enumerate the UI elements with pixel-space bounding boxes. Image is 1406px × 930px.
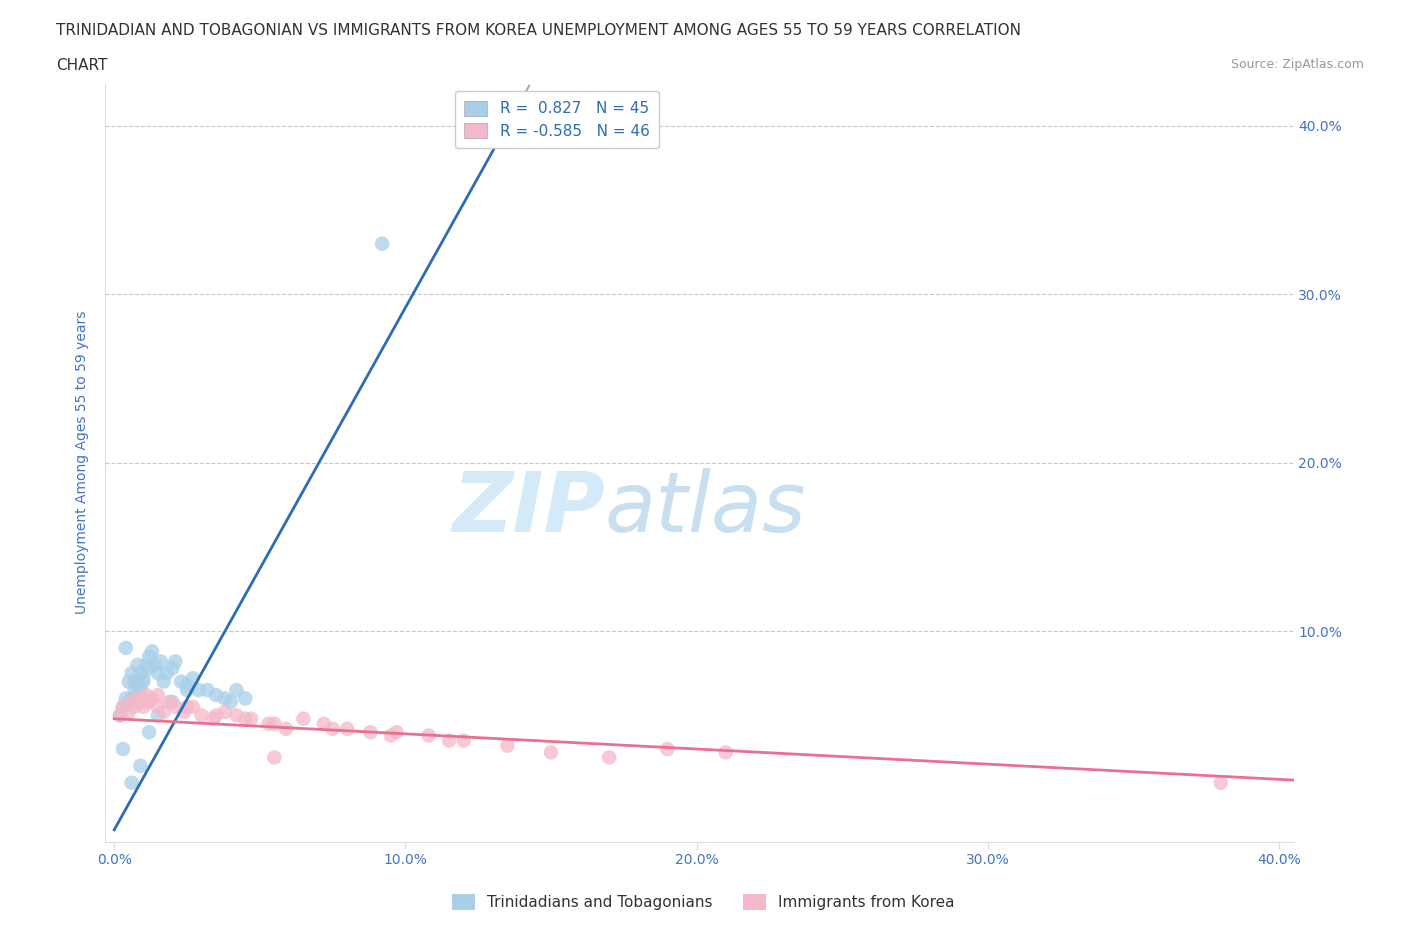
Point [108, 708, 131, 723]
Point [146, 708, 169, 723]
Point [257, 716, 280, 731]
Text: Source: ZipAtlas.com: Source: ZipAtlas.com [1230, 58, 1364, 71]
Point [129, 683, 152, 698]
Point [219, 695, 242, 710]
Point [240, 711, 263, 726]
Point [233, 691, 256, 706]
Point [138, 649, 160, 664]
Point [129, 695, 152, 710]
Point [263, 750, 285, 764]
Legend: R =  0.827   N = 45, R = -0.585   N = 46: R = 0.827 N = 45, R = -0.585 N = 46 [456, 91, 658, 148]
Point [127, 678, 149, 693]
Point [108, 708, 131, 723]
Point [141, 644, 163, 658]
Point [214, 691, 236, 706]
Point [202, 711, 225, 726]
Point [132, 671, 155, 685]
Point [263, 716, 285, 731]
Point [124, 674, 146, 689]
Point [181, 699, 204, 714]
Text: TRINIDADIAN AND TOBAGONIAN VS IMMIGRANTS FROM KOREA UNEMPLOYMENT AMONG AGES 55 T: TRINIDADIAN AND TOBAGONIAN VS IMMIGRANTS… [56, 23, 1021, 38]
Point [181, 671, 204, 685]
Point [114, 691, 136, 706]
Point [138, 724, 160, 739]
Point [135, 687, 157, 702]
Point [146, 666, 169, 681]
Point [205, 687, 228, 702]
Y-axis label: Unemployment Among Ages 55 to 59 years: Unemployment Among Ages 55 to 59 years [76, 311, 90, 615]
Point [141, 691, 163, 706]
Point [121, 695, 143, 710]
Point [118, 705, 141, 720]
Point [152, 674, 174, 689]
Point [129, 666, 152, 681]
Point [132, 699, 155, 714]
Point [598, 750, 620, 764]
Point [143, 658, 166, 672]
Point [437, 733, 460, 748]
Point [205, 708, 228, 723]
Text: ZIP: ZIP [451, 468, 605, 549]
Point [138, 695, 160, 710]
Point [162, 695, 184, 710]
Point [657, 741, 679, 756]
Point [292, 711, 315, 726]
Point [195, 683, 218, 698]
Text: atlas: atlas [605, 468, 806, 549]
Point [540, 745, 562, 760]
Point [453, 733, 475, 748]
Point [170, 674, 193, 689]
Point [176, 699, 198, 714]
Point [118, 674, 141, 689]
Point [714, 745, 737, 760]
Point [159, 695, 181, 710]
Point [385, 724, 408, 739]
Point [359, 724, 381, 739]
Point [121, 776, 143, 790]
Point [129, 759, 152, 774]
Point [165, 699, 187, 714]
Point [127, 691, 149, 706]
Point [336, 722, 359, 737]
Point [1209, 776, 1232, 790]
Point [124, 683, 146, 698]
Point [121, 691, 143, 706]
Point [162, 660, 184, 675]
Point [132, 674, 155, 689]
Point [114, 641, 136, 656]
Point [233, 711, 256, 726]
Point [146, 699, 169, 714]
Point [176, 683, 198, 698]
Point [214, 705, 236, 720]
Text: CHART: CHART [56, 58, 108, 73]
Point [190, 708, 212, 723]
Point [121, 666, 143, 681]
Point [111, 699, 134, 714]
Point [418, 728, 440, 743]
Point [165, 654, 187, 669]
Point [371, 236, 394, 251]
Point [155, 666, 177, 681]
Point [118, 695, 141, 710]
Point [176, 678, 198, 693]
Point [187, 683, 209, 698]
Point [225, 683, 247, 698]
Point [152, 705, 174, 720]
Point [496, 738, 519, 753]
Point [111, 741, 134, 756]
Point [312, 716, 335, 731]
Point [111, 699, 134, 714]
Point [274, 722, 297, 737]
Point [322, 722, 344, 737]
Legend: Trinidadians and Tobagonians, Immigrants from Korea: Trinidadians and Tobagonians, Immigrants… [444, 886, 962, 918]
Point [127, 658, 149, 672]
Point [380, 728, 402, 743]
Point [135, 658, 157, 672]
Point [173, 705, 195, 720]
Point [149, 654, 172, 669]
Point [225, 708, 247, 723]
Point [138, 660, 160, 675]
Point [124, 699, 146, 714]
Point [146, 687, 169, 702]
